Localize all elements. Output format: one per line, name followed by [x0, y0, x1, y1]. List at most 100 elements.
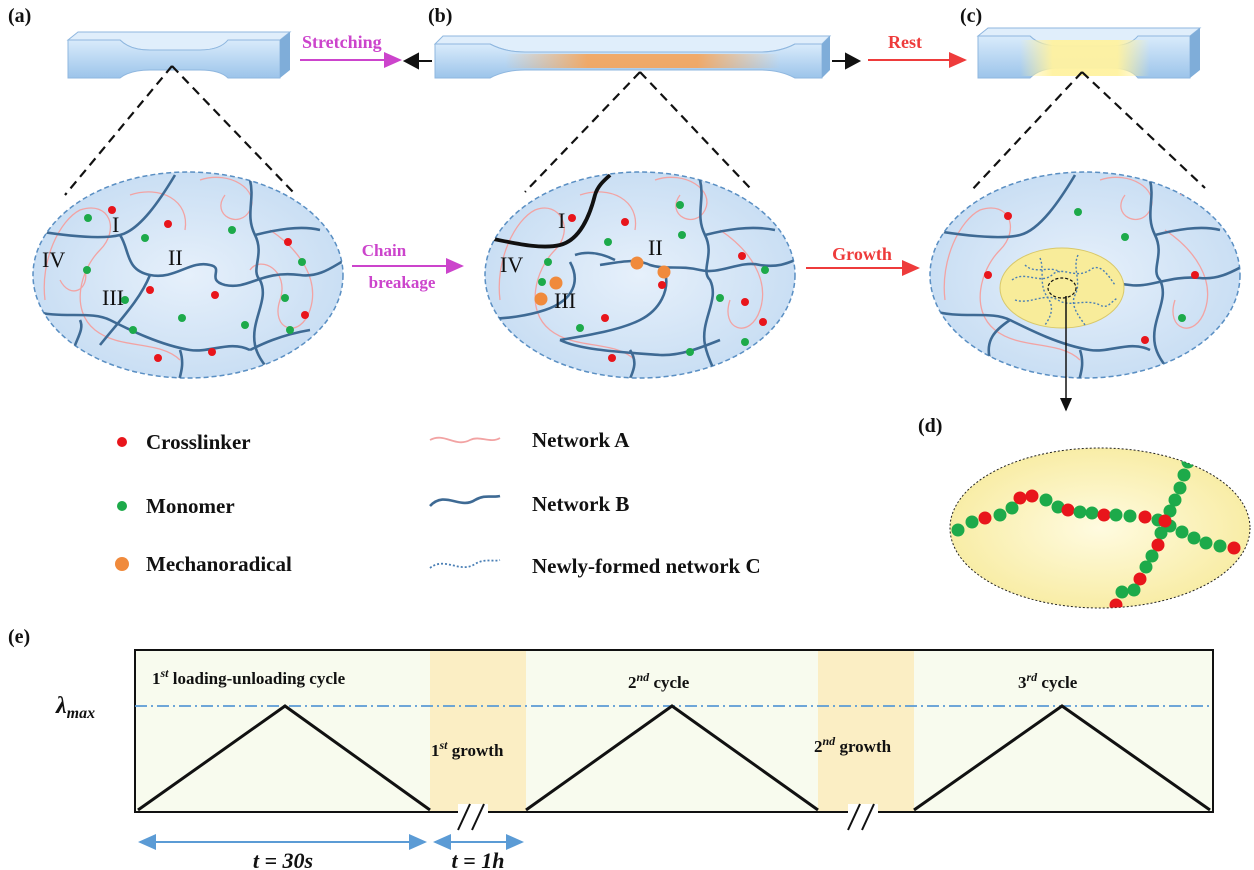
svg-text:II: II: [648, 235, 663, 260]
cycle-1-label: 1st loading-unloading cycle: [152, 666, 346, 688]
crosslinker-dot: [1004, 212, 1012, 220]
svg-text:IV: IV: [42, 247, 65, 272]
crosslinker-dot: [301, 311, 309, 319]
stretching-arrow: Stretching: [300, 32, 402, 68]
svg-text:I: I: [112, 212, 119, 237]
monomer-dot: [1121, 233, 1129, 241]
monomer-dot: [604, 238, 612, 246]
crosslinker-dot: [741, 298, 749, 306]
legend: Crosslinker Monomer Mechanoradical Netwo…: [115, 428, 761, 578]
monomer-dot: [121, 296, 129, 304]
crosslinker-dot: [1141, 336, 1149, 344]
legend-network-b-label: Network B: [532, 492, 629, 516]
particles-b: [534, 201, 769, 362]
monomer-dot: [741, 338, 749, 346]
network-ellipse-b: [484, 171, 796, 379]
rest-arrow: Rest: [868, 32, 967, 68]
mechanoradical-dot: [630, 256, 644, 270]
zoom-lines: [64, 65, 1206, 196]
crosslinker-dot: [658, 281, 666, 289]
monomer-dot: [678, 231, 686, 239]
monomer-bead: [1181, 455, 1195, 469]
legend-network-c-line: [429, 559, 501, 569]
monomer-bead: [1139, 560, 1153, 574]
monomer-bead: [1168, 493, 1182, 507]
legend-monomer-marker: [117, 501, 127, 511]
monomer-bead: [1199, 536, 1213, 550]
crosslinker-bead: [1151, 538, 1165, 552]
crosslinker-dot: [284, 238, 292, 246]
panel-d-zoom: [949, 447, 1251, 609]
legend-network-a-label: Network A: [532, 428, 630, 452]
crosslinker-bead: [1138, 510, 1152, 524]
monomer-dot: [576, 324, 584, 332]
particles-a: [83, 206, 309, 362]
legend-crosslinker-marker: [117, 437, 127, 447]
monomer-bead: [1127, 583, 1141, 597]
crosslinker-bead: [978, 511, 992, 525]
monomer-bead: [1173, 481, 1187, 495]
crosslinker-dot: [984, 271, 992, 279]
specimen-c: [976, 27, 1202, 79]
monomer-bead: [965, 515, 979, 529]
svg-text:II: II: [168, 245, 183, 270]
crosslinker-bead: [1133, 572, 1147, 586]
monomer-dot: [286, 326, 294, 334]
svg-text:IV: IV: [500, 252, 523, 277]
crosslinker-dot: [738, 252, 746, 260]
monomer-dot: [241, 321, 249, 329]
monomer-dot: [1074, 208, 1082, 216]
growth-band-2: [818, 651, 914, 811]
svg-text:III: III: [102, 285, 124, 310]
chain-breakage-arrow: Chain breakage: [352, 241, 464, 292]
crosslinker-bead: [1061, 503, 1075, 517]
monomer-bead: [1109, 508, 1123, 522]
monomer-dot: [281, 294, 289, 302]
panel-label-e: (e): [8, 626, 30, 648]
monomer-bead: [1154, 526, 1168, 540]
crosslinker-bead: [1158, 514, 1172, 528]
monomer-bead: [1005, 501, 1019, 515]
legend-network-b-line: [429, 494, 501, 507]
legend-crosslinker-label: Crosslinker: [146, 430, 251, 454]
axis-break-1: [457, 803, 488, 831]
monomer-dot: [716, 294, 724, 302]
monomer-bead: [1085, 506, 1099, 520]
monomer-dot: [83, 266, 91, 274]
monomer-bead: [951, 523, 965, 537]
crosslinker-bead: [1188, 448, 1202, 457]
cycle-2-triangle: [525, 704, 819, 812]
crosslinker-dot: [621, 218, 629, 226]
legend-mechanoradical-marker: [115, 557, 129, 571]
monomer-bead: [1177, 468, 1191, 482]
growth-band-1: [430, 651, 526, 811]
monomer-dot: [538, 278, 546, 286]
monomer-dot: [84, 214, 92, 222]
mechanoradical-dot: [549, 276, 563, 290]
monomer-bead: [993, 508, 1007, 522]
monomer-bead: [1187, 531, 1201, 545]
monomer-bead: [1039, 493, 1053, 507]
network-ellipse-c: [929, 171, 1241, 412]
monomer-dot: [1178, 314, 1186, 322]
crosslinker-dot: [146, 286, 154, 294]
crosslinker-bead: [1025, 489, 1039, 503]
crosslinker-dot: [211, 291, 219, 299]
lambda-max-label: λmax: [55, 693, 95, 722]
panel-label-c: (c): [960, 5, 982, 27]
svg-text:III: III: [554, 288, 576, 313]
roman-labels: I II III IV I II III IV: [42, 208, 663, 313]
growth-arrow: Growth: [806, 244, 920, 276]
panel-label-b: (b): [428, 5, 452, 27]
cycle-3-label: 3rd cycle: [1018, 670, 1078, 692]
specimen-b: [402, 35, 862, 79]
crosslinker-dot: [208, 348, 216, 356]
monomer-bead: [1175, 525, 1189, 539]
cycle-2-label: 2nd cycle: [628, 670, 690, 692]
svg-text:breakage: breakage: [369, 273, 436, 292]
crosslinker-dot: [108, 206, 116, 214]
monomer-bead: [1145, 549, 1159, 563]
time-label-30s: t = 30s: [253, 848, 313, 870]
svg-text:Growth: Growth: [832, 244, 892, 264]
